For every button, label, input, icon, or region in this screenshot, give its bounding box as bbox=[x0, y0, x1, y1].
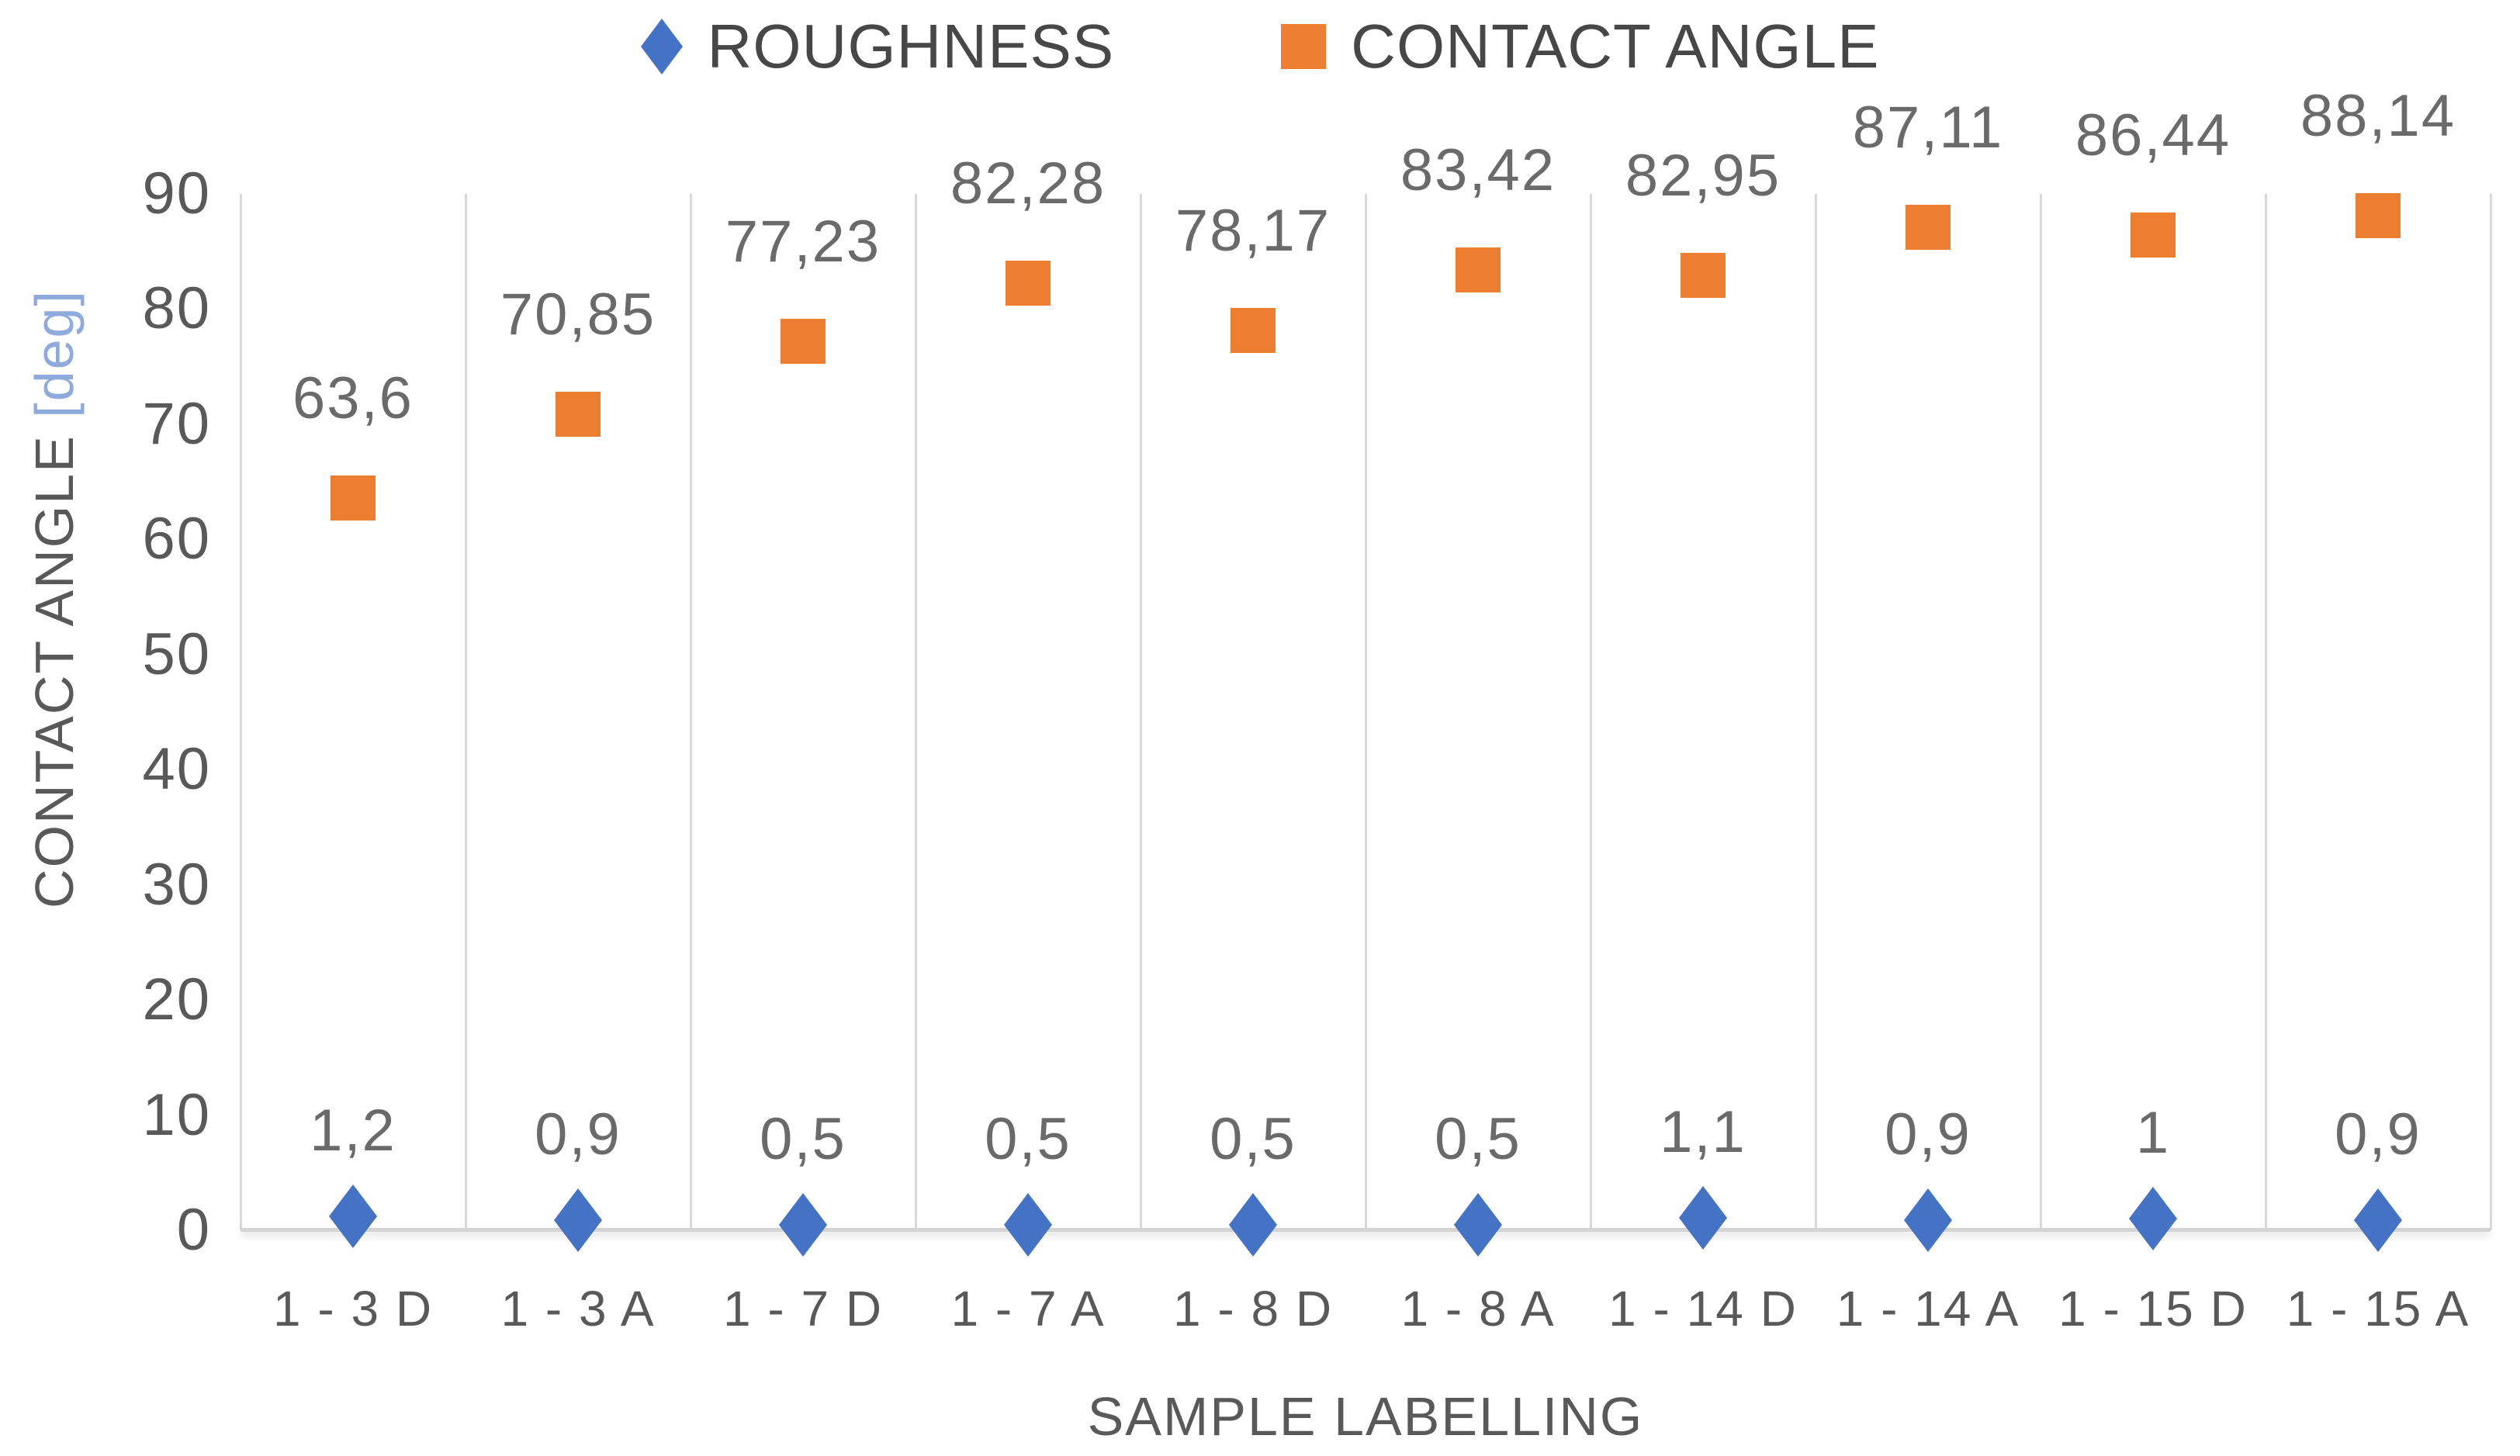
contact-angle-value-label: 87,11 bbox=[1852, 94, 2004, 161]
legend-item-roughness: ROUGHNESS bbox=[640, 11, 1115, 82]
y-tick-label: 10 bbox=[142, 1081, 211, 1148]
y-tick-label: 90 bbox=[142, 161, 211, 227]
contact-angle-value-label: 77,23 bbox=[725, 208, 881, 275]
roughness-marker bbox=[779, 1192, 827, 1257]
x-tick-label: 1 - 14 D bbox=[1608, 1281, 1798, 1337]
x-tick-label: 1 - 8 A bbox=[1400, 1281, 1556, 1337]
roughness-value-label: 0,9 bbox=[2335, 1101, 2421, 1167]
contact-angle-value-label: 78,17 bbox=[1175, 197, 1331, 264]
roughness-value-label: 1 bbox=[2135, 1100, 2171, 1167]
y-tick-label: 80 bbox=[142, 275, 211, 342]
vertical-gridline bbox=[1589, 194, 1592, 1230]
x-axis-title: SAMPLE LABELLING bbox=[1087, 1386, 1644, 1447]
roughness-marker bbox=[2129, 1187, 2177, 1251]
y-tick-label: 70 bbox=[142, 390, 211, 457]
roughness-marker bbox=[1454, 1192, 1502, 1257]
y-tick-label: 40 bbox=[142, 736, 211, 803]
x-tick-label: 1 - 14 A bbox=[1836, 1281, 2020, 1337]
contact-angle-marker bbox=[1456, 247, 1501, 292]
roughness-value-label: 1,2 bbox=[310, 1098, 396, 1164]
contact-angle-value-label: 70,85 bbox=[500, 282, 656, 348]
roughness-value-label: 1,1 bbox=[1660, 1098, 1746, 1165]
vertical-gridline bbox=[2039, 194, 2042, 1230]
roughness-diamond-icon bbox=[640, 19, 683, 74]
roughness-marker bbox=[1229, 1192, 1277, 1257]
vertical-gridline bbox=[689, 194, 692, 1230]
y-tick-label: 0 bbox=[176, 1197, 211, 1263]
y-tick-label: 20 bbox=[142, 967, 211, 1033]
vertical-gridline bbox=[914, 194, 917, 1230]
x-tick-label: 1 - 3 D bbox=[272, 1281, 434, 1337]
y-tick-label: 60 bbox=[142, 506, 211, 572]
vertical-gridline bbox=[1814, 194, 1817, 1230]
x-tick-label: 1 - 15 A bbox=[2286, 1281, 2470, 1337]
contact-angle-marker bbox=[1681, 252, 1726, 298]
x-tick-label: 1 - 7 A bbox=[950, 1281, 1106, 1337]
contact-angle-value-label: 86,44 bbox=[2075, 102, 2231, 168]
contact-angle-value-label: 88,14 bbox=[2300, 82, 2456, 149]
roughness-marker bbox=[2354, 1188, 2402, 1252]
vertical-gridline bbox=[1139, 194, 1142, 1230]
vertical-gridline bbox=[464, 194, 467, 1230]
legend: ROUGHNESS CONTACT ANGLE bbox=[0, 11, 2520, 82]
contact-angle-value-label: 82,95 bbox=[1625, 142, 1781, 209]
x-axis-line bbox=[241, 1228, 2491, 1232]
roughness-marker bbox=[554, 1188, 602, 1252]
roughness-value-label: 0,5 bbox=[760, 1105, 846, 1172]
x-tick-label: 1 - 7 D bbox=[722, 1281, 884, 1337]
x-tick-label: 1 - 15 D bbox=[2058, 1281, 2248, 1337]
contact-angle-value-label: 63,6 bbox=[292, 365, 414, 431]
legend-item-contact-angle: CONTACT ANGLE bbox=[1281, 11, 1879, 82]
roughness-value-label: 0,5 bbox=[1435, 1105, 1521, 1172]
vertical-gridline bbox=[2489, 194, 2492, 1230]
vertical-gridline bbox=[1364, 194, 1367, 1230]
contact-angle-marker bbox=[1906, 204, 1951, 250]
contact-angle-value-label: 82,28 bbox=[950, 150, 1106, 216]
contact-angle-marker bbox=[331, 475, 376, 520]
roughness-marker bbox=[1004, 1192, 1052, 1257]
roughness-marker bbox=[329, 1185, 377, 1249]
roughness-value-label: 0,9 bbox=[535, 1101, 621, 1167]
contact-angle-square-icon bbox=[1281, 24, 1327, 69]
roughness-marker bbox=[1679, 1185, 1727, 1250]
contact-angle-value-label: 83,42 bbox=[1400, 137, 1556, 203]
roughness-marker bbox=[1904, 1188, 1952, 1252]
y-tick-label: 50 bbox=[142, 621, 211, 687]
contact-angle-marker bbox=[2356, 192, 2401, 238]
legend-label-contact-angle: CONTACT ANGLE bbox=[1351, 12, 1880, 81]
contact-angle-marker bbox=[556, 392, 601, 437]
contact-angle-marker bbox=[1006, 260, 1051, 306]
contact-angle-marker bbox=[2131, 212, 2176, 258]
x-tick-label: 1 - 8 D bbox=[1172, 1281, 1334, 1337]
roughness-value-label: 0,5 bbox=[1210, 1105, 1296, 1172]
roughness-value-label: 0,9 bbox=[1885, 1101, 1971, 1167]
y-tick-label: 30 bbox=[142, 851, 211, 918]
legend-label-roughness: ROUGHNESS bbox=[707, 12, 1115, 81]
contact-angle-marker bbox=[781, 318, 826, 364]
roughness-value-label: 0,5 bbox=[985, 1105, 1071, 1172]
y-axis-title: CONTACT ANGLE [deg] bbox=[23, 289, 85, 908]
x-tick-label: 1 - 3 A bbox=[500, 1281, 656, 1337]
contact-angle-marker bbox=[1231, 307, 1276, 353]
vertical-gridline bbox=[2264, 194, 2267, 1230]
vertical-gridline bbox=[239, 194, 242, 1230]
